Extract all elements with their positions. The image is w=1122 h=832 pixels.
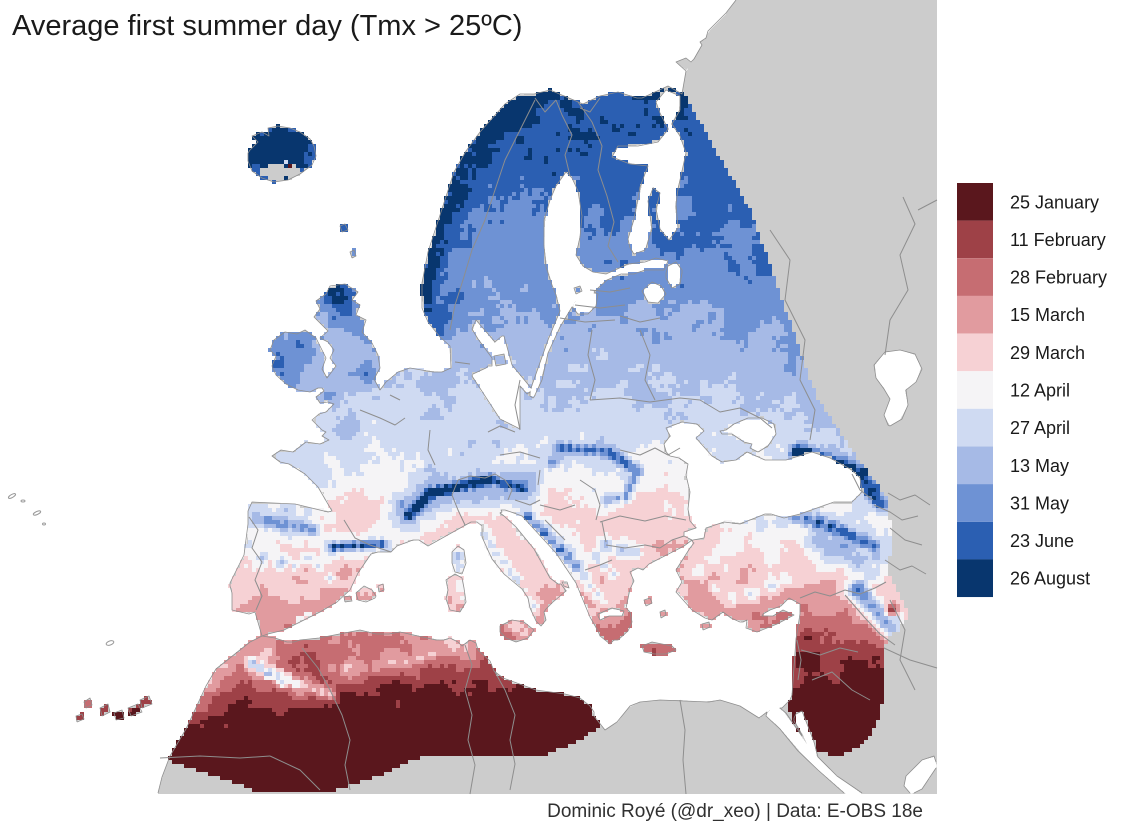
svg-text:12 April: 12 April: [1010, 381, 1070, 401]
svg-text:23 June: 23 June: [1010, 531, 1074, 551]
svg-text:11 February: 11 February: [1010, 230, 1106, 250]
svg-text:28 February: 28 February: [1010, 268, 1107, 288]
svg-text:15 March: 15 March: [1010, 305, 1085, 325]
svg-text:29 March: 29 March: [1010, 343, 1085, 363]
svg-text:27 April: 27 April: [1010, 418, 1070, 438]
svg-text:25 January: 25 January: [1010, 192, 1099, 212]
svg-text:31 May: 31 May: [1010, 493, 1069, 513]
svg-text:26 August: 26 August: [1010, 569, 1090, 589]
svg-text:13 May: 13 May: [1010, 456, 1069, 476]
